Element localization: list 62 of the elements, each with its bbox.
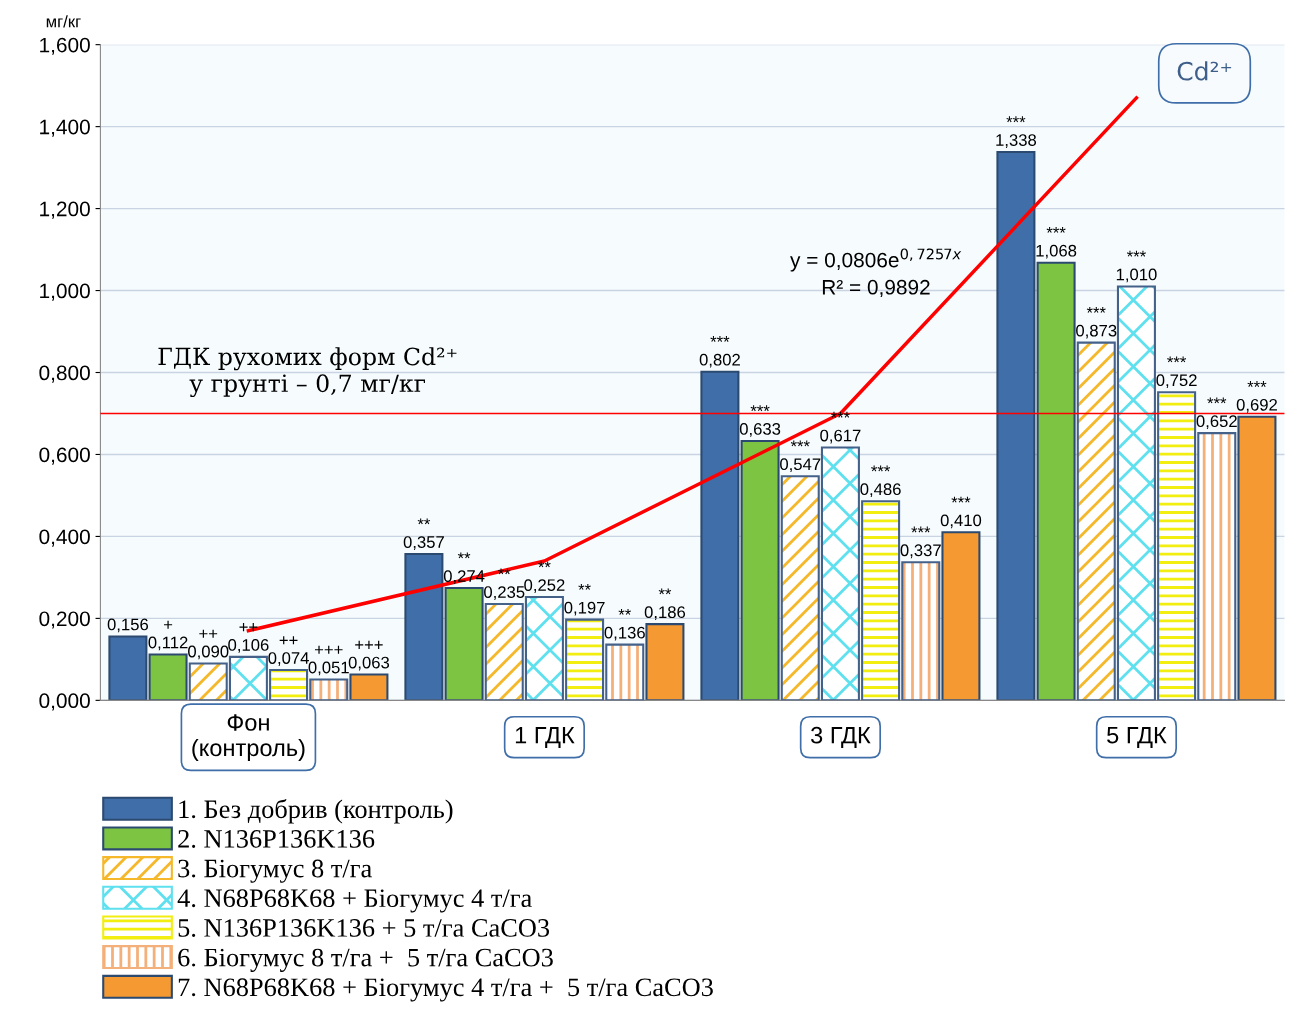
y-tick-label: 0,600 [39,447,90,465]
ref-line-label: ГДК рухомих форм Cd²⁺ у грунті – 0,7 мг/кг [158,347,457,398]
data-label: *** 0,802 [699,336,740,368]
legend-label: 2. N136P136K136 [178,830,375,848]
data-label: *** 0,547 [780,440,821,473]
legend-label: 7. N68P68K68 + Біогумус 4 т/га + 5 т/га CaCO3 [178,978,713,1002]
data-label: +++ 0,051 [308,645,349,676]
bar [996,150,1036,701]
bar [941,531,981,701]
bar [444,587,484,701]
data-label: ** 0,186 [644,588,686,621]
data-label: ** 0,197 [564,583,605,616]
y-tick-label: 1,400 [40,119,90,137]
bar [108,635,148,701]
data-label: *** 0,652 [1196,397,1237,430]
bar [1237,415,1277,701]
data-label: *** 0,873 [1076,306,1117,339]
data-label: *** 0,692 [1236,381,1277,413]
y-tick-label: 0,400 [39,529,90,547]
y-axis-title: мг/кг [46,15,81,28]
data-label: *** 1,338 [996,116,1037,148]
data-label: ** 0,357 [403,518,444,550]
data-label: *** 0,410 [940,496,982,529]
data-label: ++ 0,090 [188,629,229,660]
x-tick-label: 3 ГДК [811,726,871,749]
text: y = 0,0806e$^{0,7257x}$ R² = 0,9892 [790,248,962,298]
data-label: ++ 0,074 [268,636,309,666]
bar [740,439,780,701]
x-tick-label: 5 ГДК [1107,727,1167,749]
annotation: Cd²⁺ [1177,61,1232,81]
legend-label: 6. Біогумус 8 т/га + 5 т/га CaCO3 [178,948,553,972]
legend-label: 5. N136P136K136 + 5 т/га CaCO3 [178,919,550,937]
legend-label: 4. N68P68K68 + Біогумус 4 т/га [177,889,532,913]
y-tick-label: 0,200 [39,611,90,629]
data-label: +++ 0,063 [348,640,390,671]
data-label: *** 0,337 [900,526,941,559]
data-label: *** 0,633 [739,405,781,437]
bar [645,623,685,701]
data-label: + 0,112 [148,620,188,651]
legend-label: 3. Біогумус 8 т/га [178,859,372,883]
data-label: ** 0,235 [484,568,525,600]
legend-label: 1. Без добрив (контроль) [179,798,453,824]
y-tick-label: 0,000 [39,693,90,711]
y-tick-label: 1,200 [40,201,90,219]
data-label: *** 1,010 [1116,250,1157,283]
data-label: *** 1,068 [1036,227,1077,259]
bar [700,370,740,701]
x-tick-label: Фон (контроль) [192,714,305,761]
bar [148,653,188,701]
data-label: *** 0,752 [1156,356,1197,389]
y-tick-label: 1,000 [40,283,90,301]
data-label: ** 0,136 [604,608,645,641]
y-tick-label: 0,800 [39,365,90,383]
data-label: 0,156 [107,618,149,633]
bar [1036,261,1076,701]
y-tick-label: 1,600 [40,37,90,55]
data-label: *** 0,486 [860,465,901,498]
x-tick-label: 1 ГДК [515,727,575,749]
data-label: ** 0,252 [524,561,565,593]
bar [404,553,444,701]
data-label: ++ 0,106 [228,623,269,653]
bar [349,673,389,701]
